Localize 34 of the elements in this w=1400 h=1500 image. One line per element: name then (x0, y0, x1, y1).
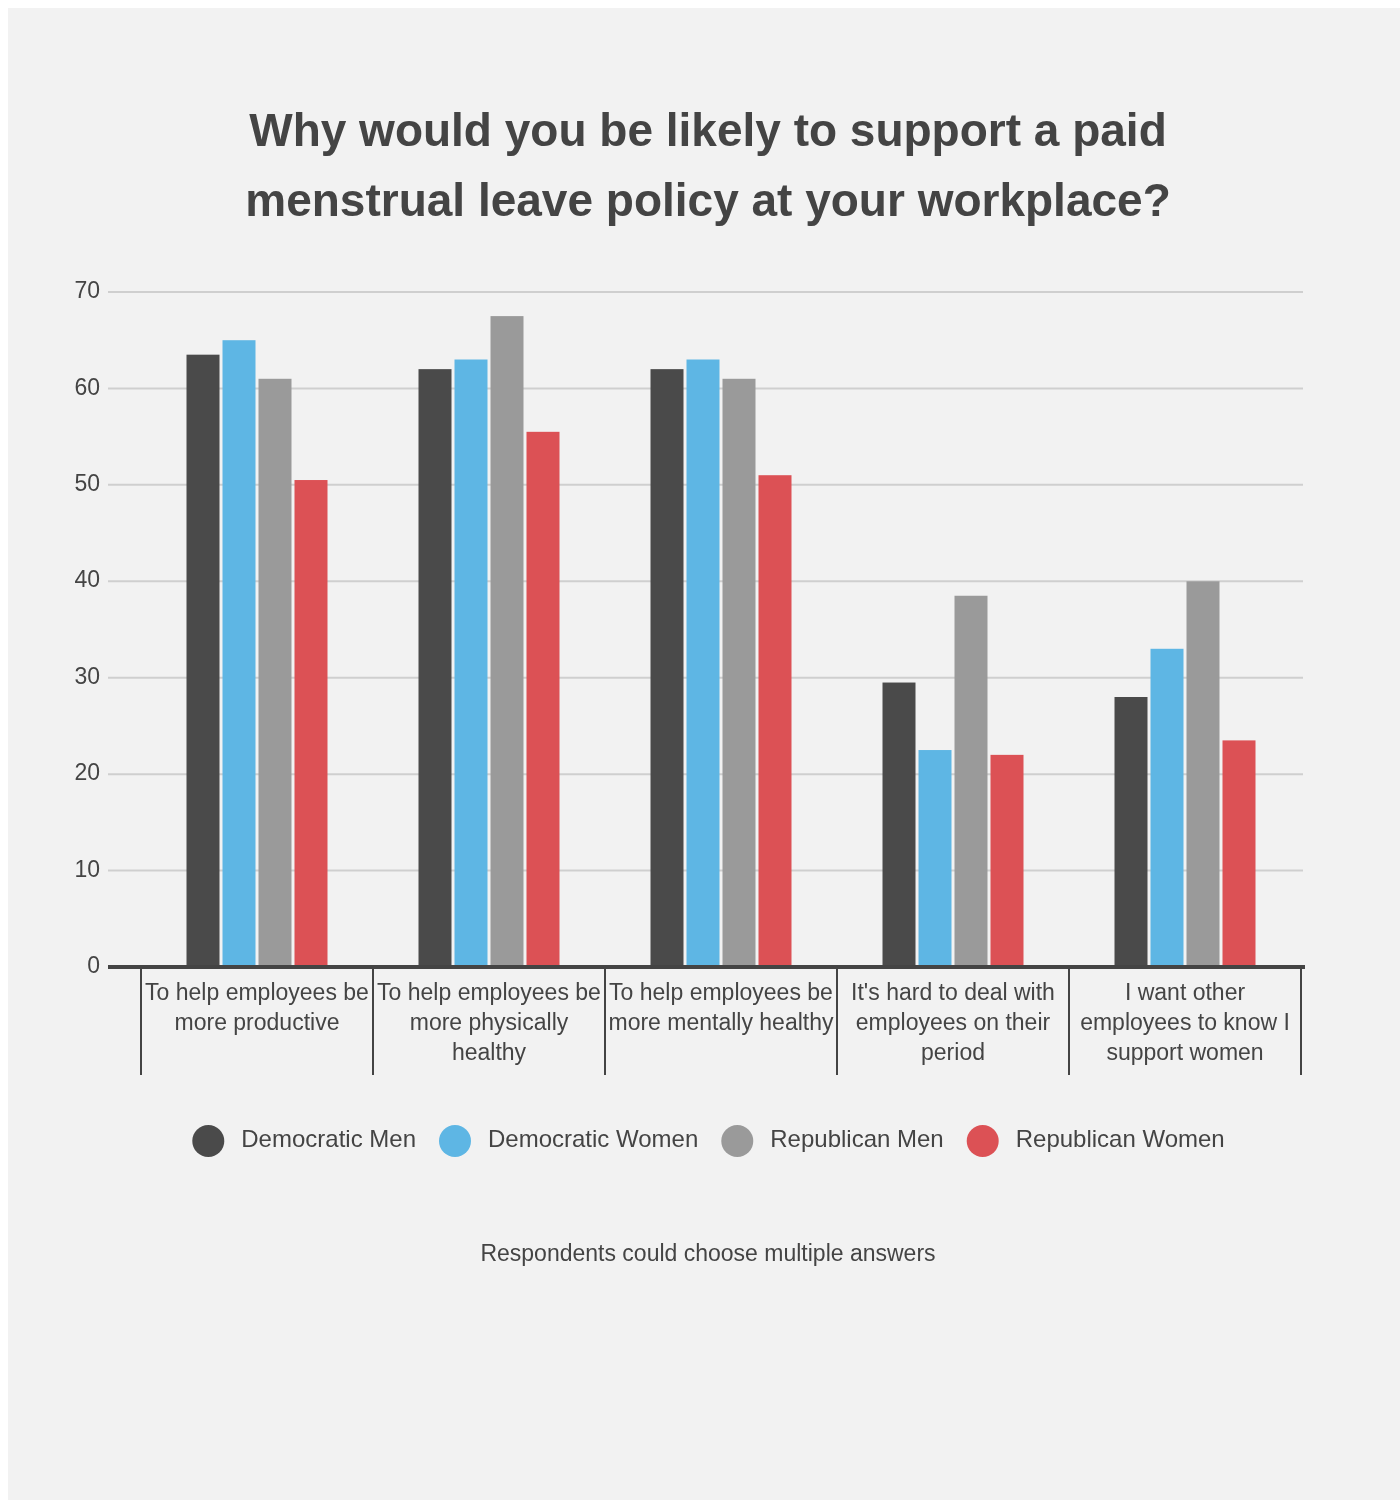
x-tick-label: I want other employees to know I support women (1080, 979, 1290, 1065)
bar (722, 378, 756, 967)
x-tick-label: To help employees be more physically healthy (377, 979, 601, 1065)
x-tick-label: It's hard to deal with employees on their period (851, 979, 1055, 1065)
bar (1150, 648, 1184, 967)
bar (954, 595, 988, 967)
y-tick-label: 40 (74, 566, 100, 593)
y-tick-label: 30 (74, 662, 100, 689)
y-tick-label: 0 (87, 952, 100, 979)
bar (222, 340, 256, 967)
x-tick-label: To help employees be more productive (145, 979, 369, 1035)
y-tick-label: 10 (74, 855, 100, 882)
y-tick-label: 60 (74, 373, 100, 400)
legend-label: Republican Women (1015, 1125, 1225, 1153)
bar (1186, 581, 1220, 967)
bar (990, 754, 1024, 967)
bar (686, 359, 720, 967)
bar (454, 359, 488, 967)
bar (258, 378, 292, 967)
bar (294, 480, 328, 967)
x-tick-label: To help employees be more mentally healthy (608, 979, 834, 1035)
bar (918, 750, 952, 967)
legend-label: Republican Men (770, 1125, 944, 1153)
bar (490, 316, 524, 967)
legend-label: Democratic Women (488, 1125, 699, 1153)
text: Respondents could choose multiple answers (480, 1240, 936, 1266)
bar (758, 475, 792, 967)
y-tick-label: 20 (74, 759, 100, 786)
legend-label: Democratic Men (241, 1125, 416, 1153)
bar (526, 431, 560, 967)
y-tick-label: 70 (74, 277, 100, 304)
bar (1222, 740, 1256, 967)
y-tick-label: 50 (74, 469, 100, 496)
chart-title: Why would you be likely to support a paid menstrual leave policy at your workplace? (245, 104, 1171, 226)
